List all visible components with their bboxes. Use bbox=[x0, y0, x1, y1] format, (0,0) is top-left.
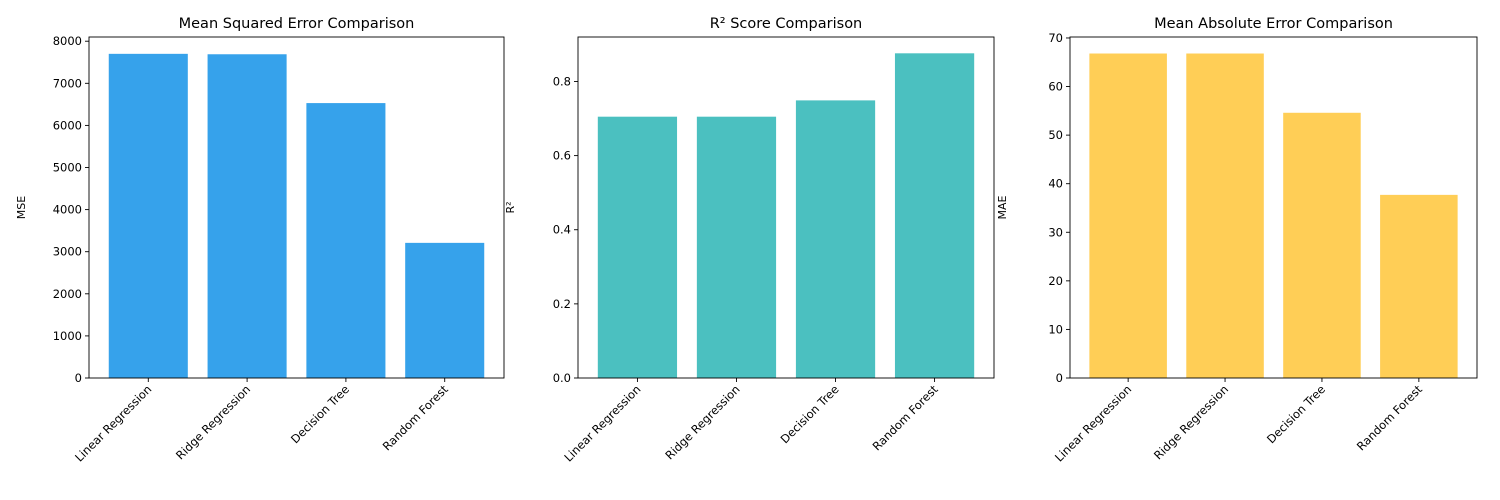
y-tick-label: 3000 bbox=[53, 245, 82, 259]
y-tick-label: 0.4 bbox=[553, 223, 571, 237]
x-tick-label: Random Forest bbox=[1354, 382, 1425, 453]
axes-frame bbox=[577, 36, 995, 379]
bar-decision-tree bbox=[306, 103, 386, 378]
x-tick-label: Decision Tree bbox=[778, 382, 842, 446]
y-axis-label: R² bbox=[504, 201, 517, 213]
y-tick-label: 20 bbox=[1048, 274, 1063, 288]
bar-linear-regression bbox=[1089, 53, 1167, 378]
y-tick-label: 8000 bbox=[53, 34, 82, 48]
y-tick-label: 1000 bbox=[53, 329, 82, 343]
chart-panel-2: 0.0 0.2 0.4 0.6 0.8 Linear Regression Ridge Re… bbox=[504, 16, 995, 464]
x-tick-label: Random Forest bbox=[380, 382, 451, 453]
y-tick-label: 6000 bbox=[53, 118, 82, 132]
bar-ridge-regression bbox=[207, 54, 287, 378]
y-axis-label: MSE bbox=[15, 196, 28, 219]
y-tick-label: 60 bbox=[1048, 80, 1063, 94]
bar-ridge-regression bbox=[1186, 53, 1264, 378]
x-tick-label: Ridge Regression bbox=[173, 382, 253, 462]
bar-random-forest bbox=[894, 53, 975, 379]
y-tick-label: 0 bbox=[1056, 371, 1063, 385]
x-tick-label: Linear Regression bbox=[1052, 382, 1134, 464]
bar-linear-regression bbox=[108, 53, 188, 378]
axes-frame bbox=[1069, 36, 1478, 379]
y-tick-label: 0.2 bbox=[553, 297, 571, 311]
x-tick-label: Linear Regression bbox=[72, 382, 154, 464]
y-tick-label: 5000 bbox=[53, 161, 82, 175]
x-tick-label: Random Forest bbox=[870, 382, 941, 453]
x-tick-label: Ridge Regression bbox=[662, 382, 742, 462]
y-tick-label: 7000 bbox=[53, 76, 82, 90]
bar-ridge-regression bbox=[696, 116, 777, 378]
y-tick-label: 50 bbox=[1048, 128, 1063, 142]
bar-random-forest bbox=[405, 242, 485, 378]
y-tick-label: 0 bbox=[75, 371, 82, 385]
y-tick-label: 30 bbox=[1048, 225, 1063, 239]
bar-random-forest bbox=[1380, 194, 1458, 378]
chart-panel-3: 0 10 20 30 40 50 60 70 Linear Regression Ridge Re… bbox=[996, 16, 1478, 464]
y-axis-label: MAE bbox=[996, 195, 1009, 219]
y-tick-label: 10 bbox=[1048, 322, 1063, 336]
x-tick-label: Linear Regression bbox=[561, 382, 643, 464]
x-tick-label: Decision Tree bbox=[288, 382, 352, 446]
chart-title: Mean Squared Error Comparison bbox=[179, 16, 415, 32]
bar-decision-tree bbox=[795, 100, 876, 378]
chart-title: R² Score Comparison bbox=[710, 16, 863, 32]
y-tick-label: 70 bbox=[1048, 31, 1063, 45]
chart-panel-1: 0 1000 2000 3000 4000 5000 6000 7000 8000 Linear … bbox=[15, 16, 505, 464]
y-tick-label: 0.8 bbox=[553, 74, 571, 88]
y-tick-label: 4000 bbox=[53, 203, 82, 217]
y-tick-label: 2000 bbox=[53, 287, 82, 301]
bar-linear-regression bbox=[597, 116, 678, 378]
bar-decision-tree bbox=[1283, 112, 1361, 379]
y-tick-label: 40 bbox=[1048, 177, 1063, 191]
x-tick-label: Decision Tree bbox=[1264, 382, 1328, 446]
x-tick-label: Ridge Regression bbox=[1151, 382, 1231, 462]
y-tick-label: 0.6 bbox=[553, 149, 571, 163]
chart-title: Mean Absolute Error Comparison bbox=[1154, 16, 1393, 32]
axes-frame bbox=[88, 36, 505, 379]
y-tick-label: 0.0 bbox=[553, 371, 571, 385]
